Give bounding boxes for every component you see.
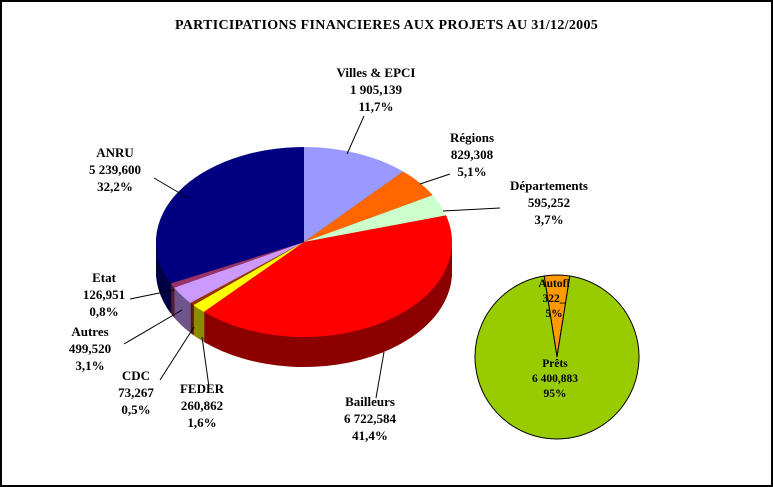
label-regions: Régions 829,308 5,1%: [450, 129, 494, 180]
slice-value: 322_: [542, 293, 566, 305]
slice-name: FEDER: [179, 381, 225, 396]
slice-name: Etat: [92, 270, 116, 285]
label-autres: Autres 499,520 3,1%: [69, 323, 111, 374]
slice-value: 126,951: [82, 287, 126, 302]
slice-value: 5 239,600: [89, 162, 141, 177]
slice-name: Prêts: [542, 358, 568, 370]
slice-pct: 0,8%: [89, 304, 119, 319]
slice-pct: 5,1%: [457, 164, 487, 179]
slice-value: 595,252: [527, 195, 571, 210]
slice-name: Autofi: [538, 278, 570, 290]
slice-pct: 95%: [543, 388, 567, 400]
slice-value: 1 905,139: [350, 82, 402, 97]
slice-pct: 1,6%: [187, 415, 217, 430]
slice-pct: 3,7%: [534, 212, 564, 227]
slice-name: ANRU: [96, 145, 134, 160]
label-anru: ANRU 5 239,600 32,2%: [89, 144, 141, 195]
slice-name: CDC: [121, 368, 151, 383]
slice-value: 6 722,584: [344, 411, 396, 426]
label-prets: Prêts 6 400,883 95%: [532, 357, 578, 402]
label-cdc: CDC 73,267 0,5%: [118, 367, 154, 418]
slice-value: 6 400,883: [532, 373, 578, 385]
slice-name: Villes & EPCI: [336, 65, 416, 80]
slice-pct: 3,1%: [75, 358, 105, 373]
slice-name: Départements: [510, 178, 588, 193]
slice-name: Autres: [71, 324, 109, 339]
label-villes-epci: Villes & EPCI 1 905,139 11,7%: [337, 64, 416, 115]
slice-pct: 32,2%: [97, 179, 133, 194]
label-autofi: Autofi 322_ 5%: [538, 277, 569, 322]
slice-pct: 41,4%: [352, 428, 388, 443]
chart-title: PARTICIPATIONS FINANCIERES AUX PROJETS A…: [174, 18, 599, 33]
slice-pct: 11,7%: [358, 99, 394, 114]
label-departements: Départements 595,252 3,7%: [510, 177, 588, 228]
slice-value: 73,267: [118, 385, 154, 400]
label-feder: FEDER 260,862 1,6%: [180, 380, 224, 431]
label-bailleurs: Bailleurs 6 722,584 41,4%: [344, 393, 396, 444]
slice-name: Bailleurs: [345, 394, 395, 409]
label-etat: Etat 126,951 0,8%: [83, 269, 125, 320]
slice-value: 499,520: [68, 341, 112, 356]
slice-value: 260,862: [180, 398, 224, 413]
slice-name: Régions: [449, 130, 495, 145]
slice-value: 829,308: [450, 147, 494, 162]
slice-pct: 0,5%: [121, 402, 151, 417]
slice-pct: 5%: [545, 308, 563, 320]
